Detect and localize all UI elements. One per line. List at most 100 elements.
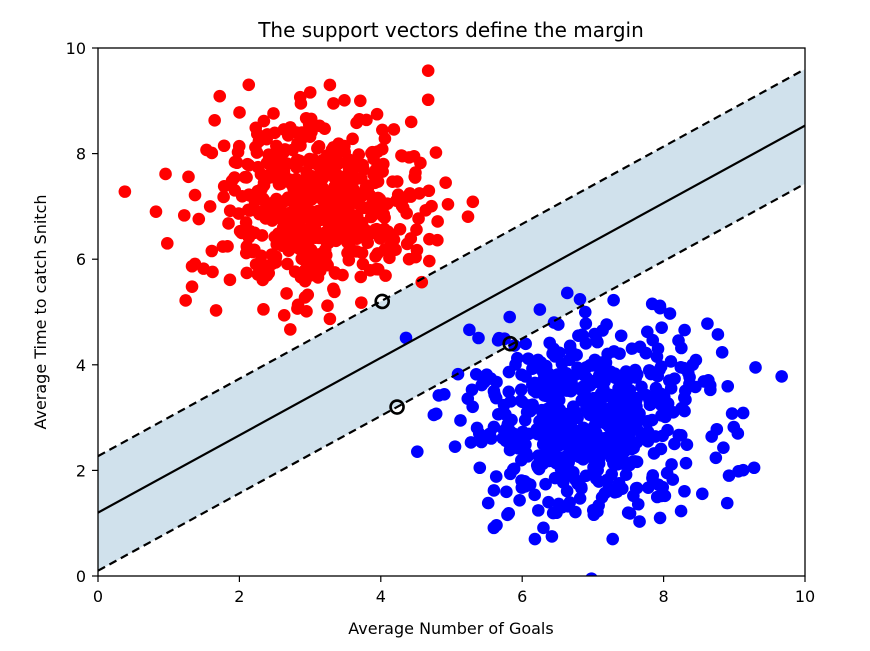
blue-point <box>507 427 521 441</box>
blue-point <box>537 521 550 535</box>
red-point <box>321 299 334 313</box>
blue-point <box>547 437 561 450</box>
blue-point <box>572 329 585 342</box>
red-point <box>185 280 199 293</box>
red-point <box>206 265 219 279</box>
red-point <box>371 145 385 158</box>
red-point <box>329 234 343 248</box>
red-point <box>320 149 334 162</box>
red-point <box>264 167 278 180</box>
red-point <box>248 226 261 240</box>
red-point <box>328 285 341 299</box>
red-point <box>305 125 318 139</box>
blue-point <box>610 404 624 418</box>
blue-point <box>622 414 635 427</box>
red-point <box>200 143 213 157</box>
red-point <box>309 185 323 198</box>
blue-point <box>656 429 669 443</box>
red-point <box>431 215 444 228</box>
blue-point <box>664 355 678 368</box>
red-point <box>343 241 357 254</box>
blue-point <box>473 461 487 475</box>
red-point <box>225 174 239 188</box>
blue-point <box>475 378 489 392</box>
blue-point <box>579 317 593 330</box>
blue-point <box>678 323 691 337</box>
red-point <box>268 126 282 140</box>
blue-point <box>633 515 646 528</box>
red-point <box>316 193 329 207</box>
blue-point <box>695 487 709 501</box>
blue-point <box>466 400 479 414</box>
scatter-points <box>118 64 788 576</box>
red-point <box>421 64 435 78</box>
blue-point <box>679 384 692 398</box>
red-point <box>268 195 281 208</box>
y-tick-label: 8 <box>76 145 86 164</box>
blue-point <box>504 467 517 481</box>
red-point <box>285 177 298 191</box>
red-point <box>267 107 280 120</box>
y-axis: 0 2 4 6 8 10 <box>66 39 98 586</box>
blue-point <box>578 305 592 319</box>
red-point <box>223 273 237 287</box>
blue-point <box>553 346 566 360</box>
blue-point <box>487 521 501 535</box>
y-tick-label: 4 <box>76 356 86 375</box>
blue-point <box>570 348 583 362</box>
red-point <box>228 184 242 197</box>
blue-point <box>502 385 516 399</box>
blue-point <box>674 429 688 442</box>
plot-frame <box>97 47 806 577</box>
blue-point <box>437 388 451 401</box>
red-point <box>208 114 221 127</box>
red-point <box>400 207 413 220</box>
red-point <box>378 243 392 257</box>
blue-point <box>722 469 736 482</box>
blue-point <box>709 451 723 465</box>
red-point <box>177 209 191 222</box>
red-point <box>250 146 264 159</box>
blue-point <box>489 470 503 483</box>
red-point <box>179 294 192 307</box>
red-point <box>284 121 297 134</box>
red-point <box>415 275 429 289</box>
blue-point <box>705 430 718 443</box>
red-point <box>257 303 270 316</box>
red-point <box>233 224 247 238</box>
blue-point <box>503 438 517 452</box>
red-point <box>281 191 295 204</box>
red-point <box>277 309 291 322</box>
blue-point <box>469 368 483 381</box>
blue-point <box>701 317 714 330</box>
red-point <box>160 237 174 250</box>
blue-point <box>651 342 665 356</box>
blue-point <box>610 485 624 498</box>
support-vector-marker <box>389 399 405 415</box>
blue-point <box>606 532 619 546</box>
blue-point <box>528 488 541 502</box>
red-point <box>404 115 418 129</box>
blue-point <box>605 450 618 464</box>
red-point <box>300 165 313 178</box>
red-point <box>381 225 395 238</box>
red-point <box>327 215 341 228</box>
blue-point <box>655 409 668 422</box>
red-point <box>339 218 353 231</box>
red-point <box>274 177 288 191</box>
red-point <box>370 222 383 236</box>
blue-point <box>563 339 577 353</box>
red-point <box>239 246 253 260</box>
blue-point <box>574 480 588 494</box>
blue-point <box>543 336 556 350</box>
red-point <box>461 210 475 223</box>
red-point <box>233 106 246 119</box>
red-point <box>429 146 443 159</box>
red-point <box>284 206 297 219</box>
red-point <box>336 268 349 282</box>
blue-point <box>625 342 639 355</box>
red-point <box>217 139 231 153</box>
blue-point <box>674 504 688 518</box>
blue-point <box>561 499 575 513</box>
blue-point <box>678 484 691 498</box>
